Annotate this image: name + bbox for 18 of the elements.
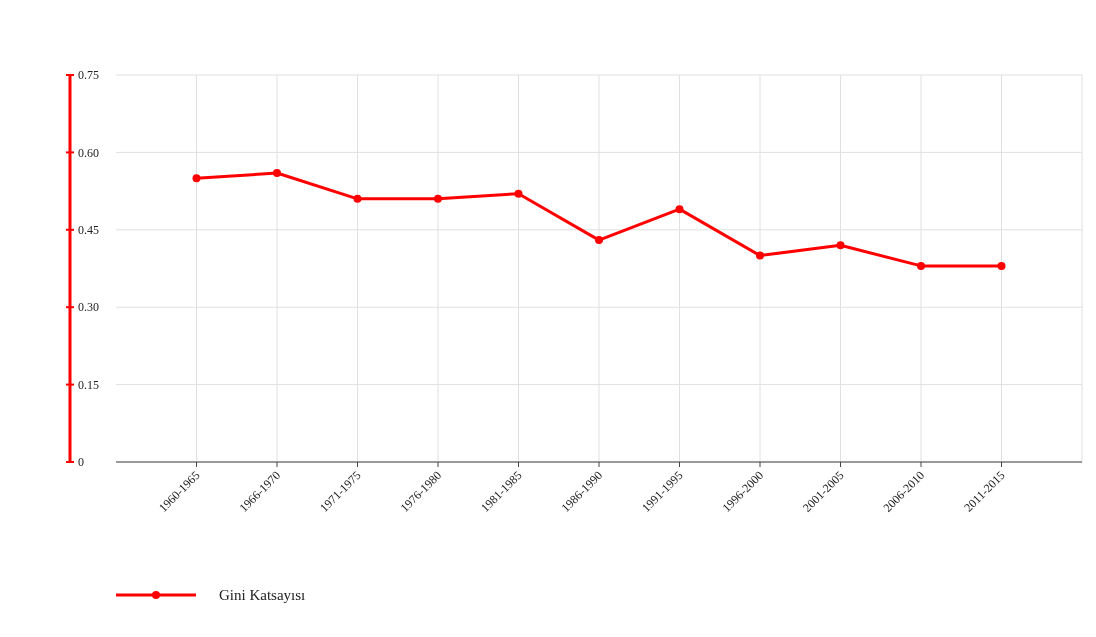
point bbox=[997, 261, 1006, 270]
y-tick-label: 0.30 bbox=[78, 300, 99, 315]
y-tick-label: 0 bbox=[78, 455, 84, 470]
text: Gini Katsayısı bbox=[219, 587, 306, 604]
point bbox=[917, 261, 925, 270]
point bbox=[675, 205, 684, 214]
y-tick-label: 0.15 bbox=[78, 377, 99, 392]
point bbox=[595, 236, 603, 245]
y-tick-label: 0.60 bbox=[78, 145, 99, 160]
point bbox=[192, 174, 201, 183]
y-tick-label: 0.45 bbox=[78, 223, 99, 237]
point bbox=[434, 194, 442, 203]
point bbox=[273, 169, 281, 178]
point bbox=[353, 194, 362, 203]
point bbox=[836, 241, 845, 250]
y-tick-label: 0.75 bbox=[78, 68, 99, 83]
point bbox=[514, 189, 523, 198]
point bbox=[756, 251, 764, 260]
